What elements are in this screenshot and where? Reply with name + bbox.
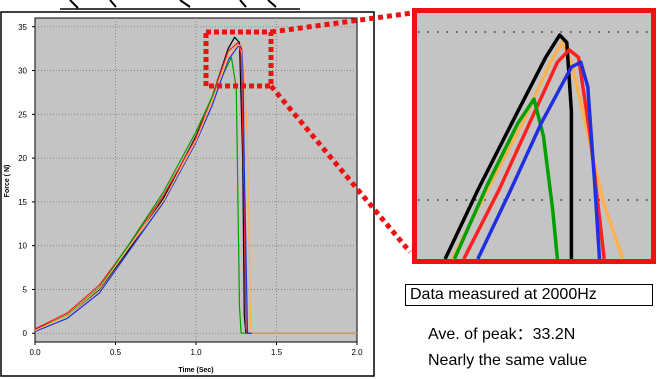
inset-series-line xyxy=(476,60,602,260)
y-tick-label: 35 xyxy=(18,23,27,32)
axis-ticks: 0.0 0.5 1.0 1.5 2.0 0 5 10 15 20 25 30 35 xyxy=(18,23,363,357)
inset-series-line xyxy=(443,33,574,260)
sampling-rate-caption: Data measured at 2000Hz xyxy=(405,284,653,306)
inset-series-line xyxy=(462,48,606,260)
x-tick-label: 2.0 xyxy=(351,348,363,357)
y-tick-label: 25 xyxy=(18,110,27,119)
inset-series-line xyxy=(452,97,560,260)
y-tick-label: 15 xyxy=(18,198,27,207)
inset-series-line xyxy=(450,40,625,260)
series-line xyxy=(34,43,357,334)
y-tick-label: 20 xyxy=(18,154,27,163)
x-tick-label: 1.5 xyxy=(271,348,283,357)
inset-series-lines xyxy=(443,33,625,260)
zoom-connector-bottom xyxy=(269,84,412,254)
header-underline-fragment xyxy=(60,0,300,10)
series-line xyxy=(34,43,357,334)
x-tick-label: 0.0 xyxy=(29,348,41,357)
peak-average-note: Ave. of peak：33.2N xyxy=(428,326,576,343)
y-axis-label: Force ( N) xyxy=(4,165,11,198)
zoom-connector-top xyxy=(270,10,413,35)
grid-lines xyxy=(35,18,357,342)
y-tick-label: 10 xyxy=(18,242,27,251)
zoom-region-highlight xyxy=(203,29,274,89)
same-value-note: Nearly the same value xyxy=(428,352,588,369)
series-lines xyxy=(34,36,357,334)
y-tick-label: 5 xyxy=(23,285,28,294)
x-tick-label: 0.5 xyxy=(110,348,122,357)
series-line xyxy=(34,41,357,334)
zoom-inset xyxy=(412,8,656,264)
x-tick-label: 1.0 xyxy=(190,348,202,357)
y-tick-label: 0 xyxy=(23,329,28,338)
y-tick-label: 30 xyxy=(18,67,27,76)
x-axis-label: Time (Sec) xyxy=(178,367,213,374)
